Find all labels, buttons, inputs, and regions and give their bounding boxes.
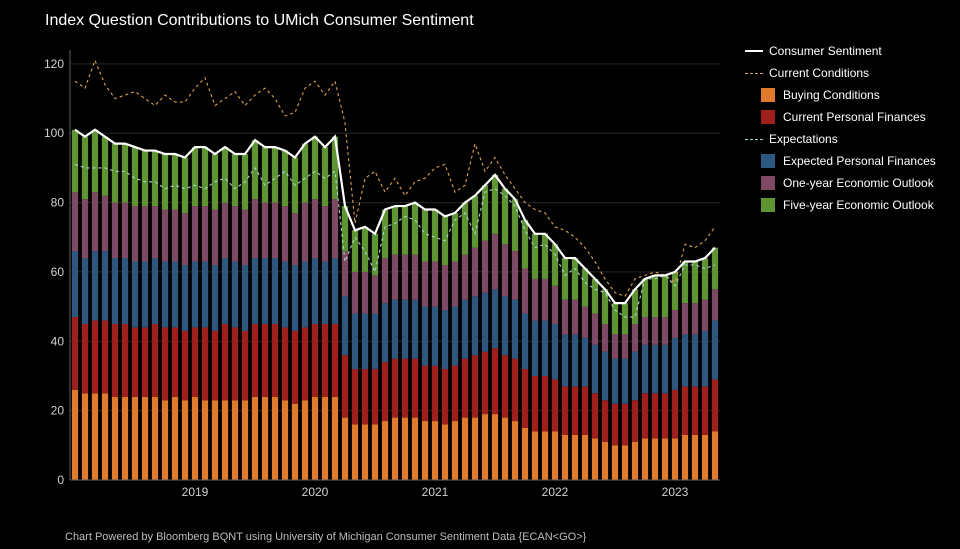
legend-swatch (761, 198, 775, 212)
legend-label: One-year Economic Outlook (783, 176, 934, 190)
svg-text:20: 20 (51, 404, 65, 418)
legend-item: Buying Conditions (745, 86, 945, 104)
svg-text:2020: 2020 (302, 485, 329, 499)
legend: Consumer Sentiment Current Conditions Buyi… (745, 42, 945, 218)
legend-line-swatch (745, 73, 763, 74)
legend-label: Expected Personal Finances (783, 154, 936, 168)
chart-title: Index Question Contributions to UMich Co… (45, 12, 474, 30)
svg-text:0: 0 (57, 473, 64, 487)
legend-item: Expected Personal Finances (745, 152, 945, 170)
legend-item: Expectations (745, 130, 945, 148)
chart-area: 0 20 40 60 80 100 120 2019 2020 2021 2022 2023 (40, 40, 730, 500)
legend-label: Expectations (769, 132, 838, 146)
chart-svg: 0 20 40 60 80 100 120 2019 2020 2021 2022 2023 (40, 40, 730, 500)
svg-text:2019: 2019 (182, 485, 209, 499)
legend-swatch (761, 88, 775, 102)
svg-text:80: 80 (51, 196, 65, 210)
legend-item: Five-year Economic Outlook (745, 196, 945, 214)
legend-line-swatch (745, 50, 763, 52)
legend-item: Current Personal Finances (745, 108, 945, 126)
svg-text:60: 60 (51, 265, 65, 279)
legend-line-swatch (745, 139, 763, 140)
svg-text:2023: 2023 (662, 485, 689, 499)
legend-label: Five-year Economic Outlook (783, 198, 934, 212)
legend-item: Consumer Sentiment (745, 42, 945, 60)
svg-text:100: 100 (44, 126, 64, 140)
legend-label: Current Personal Finances (783, 110, 926, 124)
svg-text:2021: 2021 (422, 485, 449, 499)
svg-text:2022: 2022 (542, 485, 569, 499)
legend-label: Consumer Sentiment (769, 44, 882, 58)
chart-caption: Chart Powered by Bloomberg BQNT using Un… (65, 531, 586, 543)
legend-swatch (761, 176, 775, 190)
legend-label: Current Conditions (769, 66, 869, 80)
legend-item: One-year Economic Outlook (745, 174, 945, 192)
svg-text:40: 40 (51, 334, 65, 348)
legend-item: Current Conditions (745, 64, 945, 82)
svg-text:120: 120 (44, 57, 64, 71)
legend-swatch (761, 154, 775, 168)
legend-swatch (761, 110, 775, 124)
legend-label: Buying Conditions (783, 88, 880, 102)
